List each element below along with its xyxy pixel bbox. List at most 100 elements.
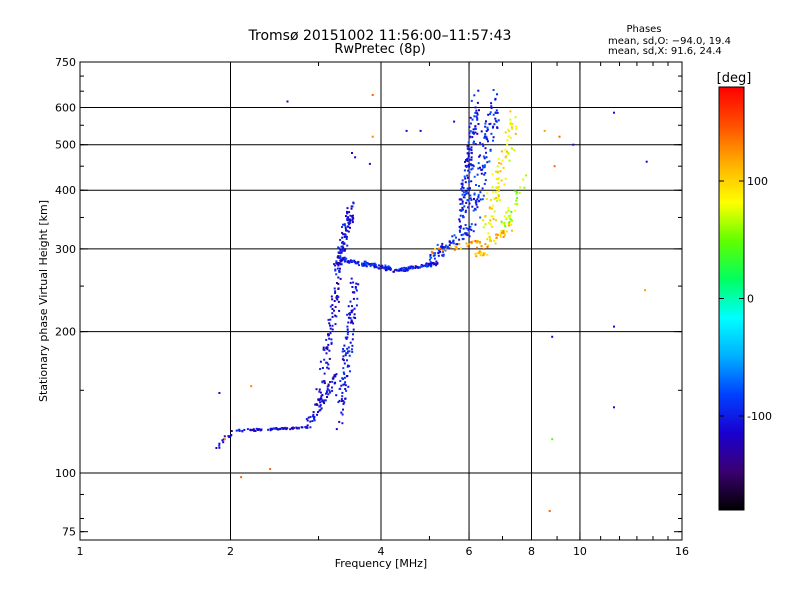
data-point	[337, 287, 340, 290]
data-point	[271, 428, 274, 431]
data-point	[319, 404, 322, 407]
data-point	[514, 116, 517, 119]
data-point	[465, 232, 468, 235]
data-point	[479, 254, 482, 257]
data-point	[363, 260, 366, 263]
colorbar-tick-label: -100	[747, 410, 772, 423]
data-point	[468, 228, 471, 231]
data-point	[469, 197, 472, 200]
data-point	[437, 254, 440, 257]
colorbar: [deg] 100 0 -100	[717, 71, 772, 511]
data-point	[482, 166, 485, 169]
data-point	[495, 233, 497, 236]
data-point	[246, 428, 249, 431]
data-point	[453, 120, 456, 123]
data-point	[478, 242, 481, 245]
data-point	[379, 265, 382, 268]
data-point	[333, 263, 335, 266]
data-point	[355, 282, 358, 285]
data-point	[488, 235, 491, 238]
data-point	[337, 401, 340, 404]
data-point	[340, 249, 343, 252]
data-point	[343, 350, 346, 352]
data-point	[351, 152, 353, 154]
data-point	[503, 183, 506, 186]
data-point	[222, 438, 225, 441]
data-point	[470, 228, 473, 231]
data-point	[222, 441, 225, 444]
data-point	[353, 291, 355, 294]
data-point	[351, 291, 354, 294]
data-point	[470, 158, 473, 161]
data-point	[349, 219, 352, 222]
data-point	[494, 117, 497, 120]
data-point	[406, 269, 409, 272]
data-point	[480, 251, 483, 254]
data-point	[425, 265, 428, 268]
data-point	[280, 427, 283, 430]
data-point	[509, 121, 512, 124]
data-point	[346, 217, 349, 220]
data-point	[484, 125, 487, 128]
data-point	[329, 391, 332, 394]
data-point	[452, 242, 455, 245]
data-point	[459, 225, 462, 228]
data-point	[487, 232, 490, 235]
data-point	[466, 160, 469, 162]
data-point	[327, 334, 330, 337]
data-point	[325, 392, 328, 395]
data-point	[442, 250, 444, 253]
data-point	[297, 427, 300, 430]
data-point	[346, 330, 349, 333]
data-point	[346, 325, 349, 328]
data-point	[503, 223, 506, 226]
data-point	[515, 192, 518, 195]
data-point	[327, 363, 330, 366]
data-point	[453, 248, 456, 251]
data-point	[329, 318, 332, 321]
data-point	[332, 376, 335, 379]
data-point	[482, 248, 485, 250]
data-point	[331, 389, 334, 392]
data-point	[515, 199, 518, 202]
data-point	[431, 251, 434, 254]
data-point	[519, 186, 522, 189]
data-point	[404, 270, 407, 272]
data-point	[346, 352, 349, 354]
data-point	[452, 239, 455, 242]
data-point	[455, 236, 457, 239]
data-point	[313, 417, 315, 420]
data-point	[467, 141, 470, 144]
data-point	[461, 202, 464, 205]
data-point	[466, 158, 469, 161]
data-point	[313, 419, 316, 422]
data-point	[543, 129, 546, 132]
data-point	[484, 164, 486, 167]
data-point	[343, 344, 346, 347]
data-point	[470, 156, 473, 159]
data-point	[340, 398, 343, 401]
data-point	[469, 122, 472, 125]
data-point	[511, 122, 514, 125]
data-point	[479, 191, 482, 194]
data-point	[482, 165, 485, 168]
data-point	[349, 281, 352, 284]
data-point	[331, 386, 333, 389]
data-point	[486, 245, 489, 248]
data-point	[331, 380, 334, 383]
data-point	[249, 428, 252, 431]
data-point	[241, 429, 244, 432]
data-point	[373, 265, 376, 268]
data-point	[341, 391, 344, 394]
data-point	[464, 160, 466, 163]
data-point	[346, 336, 349, 339]
y-tick-label: 100	[55, 467, 76, 480]
x-tick-label: 2	[227, 545, 234, 558]
data-point	[352, 322, 355, 325]
data-point	[446, 245, 449, 248]
data-point	[497, 182, 500, 185]
data-point	[500, 222, 503, 225]
data-point	[466, 245, 469, 248]
data-point	[516, 197, 519, 199]
